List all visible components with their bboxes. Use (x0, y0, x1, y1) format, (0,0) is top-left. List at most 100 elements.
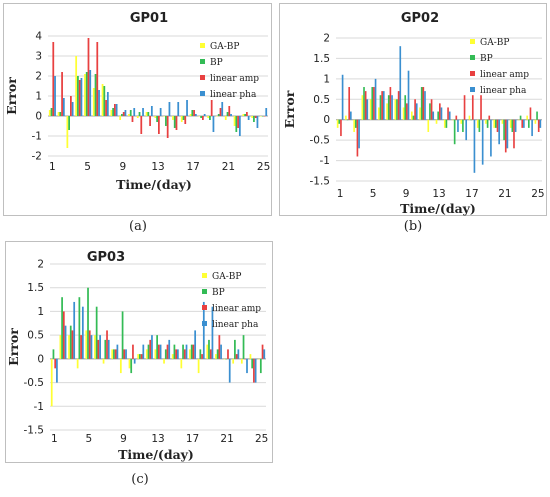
bar-linear-pha (124, 110, 127, 116)
bar-ga-bp (336, 119, 339, 128)
bar-linear-pha (211, 306, 214, 359)
bar-linear-amp (253, 358, 255, 383)
bar-bp (87, 287, 89, 359)
bar-ga-bp (128, 114, 130, 116)
bar-linear-pha (133, 358, 136, 364)
legend-label: GA-BP (210, 42, 239, 52)
legend-swatch (470, 71, 475, 76)
bar-bp (199, 349, 202, 359)
bar-bp (112, 108, 114, 116)
bar-linear-amp (209, 349, 212, 359)
bar-bp (147, 344, 150, 359)
bar-linear-amp (237, 116, 239, 128)
bar-linear-pha (457, 119, 459, 132)
bar-linear-pha (64, 325, 67, 359)
bar-linear-amp (158, 344, 160, 359)
bar-bp (503, 119, 505, 141)
bar-linear-amp (381, 91, 383, 120)
bar-linear-pha (263, 349, 266, 359)
bar-linear-amp (389, 87, 392, 120)
bar-linear-pha (498, 119, 500, 145)
bar-linear-pha (341, 74, 344, 120)
bar-ga-bp (427, 119, 430, 132)
bar-bp (429, 103, 431, 120)
bar-linear-amp (373, 87, 375, 120)
bar-bp (371, 87, 374, 120)
bar-linear-amp (529, 107, 532, 120)
bar-ga-bp (386, 103, 388, 120)
bar-linear-pha (246, 358, 248, 374)
bar-bp (156, 335, 158, 359)
bar-linear-amp (54, 358, 57, 369)
bar-ga-bp (258, 358, 260, 360)
bar-ga-bp (145, 112, 148, 116)
x-tick-label: 9 (403, 188, 410, 200)
bar-linear-amp (219, 108, 222, 116)
caption-c: (c) (131, 472, 149, 487)
bar-linear-amp (61, 72, 63, 116)
x-tick-label: 13 (151, 161, 164, 173)
y-axis-label: Error (6, 328, 21, 366)
bar-linear-amp (70, 96, 72, 116)
bar-ga-bp (215, 354, 217, 359)
legend-label: linear amp (212, 304, 261, 314)
bar-bp (259, 358, 262, 374)
bar-linear-amp (78, 80, 81, 116)
bar-linear-amp (480, 95, 482, 120)
y-tick-label: 2 (35, 71, 42, 83)
bar-linear-pha (142, 108, 144, 116)
bar-ga-bp (485, 119, 487, 124)
bar-linear-pha (256, 116, 259, 128)
bar-linear-pha (90, 335, 93, 359)
bar-bp (470, 119, 472, 121)
bar-ga-bp (84, 74, 86, 116)
bar-linear-amp (364, 91, 367, 120)
legend-swatch (202, 305, 207, 310)
bar-linear-pha (177, 102, 180, 116)
bar-linear-amp (406, 103, 408, 120)
bar-linear-amp (235, 354, 238, 359)
bar-linear-pha (424, 91, 426, 120)
y-tick-label: -1 (32, 131, 42, 143)
bar-bp (61, 297, 63, 359)
bar-linear-amp (71, 330, 74, 359)
bar-bp (209, 116, 211, 120)
bar-ga-bp (419, 107, 421, 120)
bar-ga-bp (128, 358, 131, 369)
bar-linear-amp (96, 42, 99, 116)
bar-linear-amp (193, 110, 195, 116)
bar-linear-pha (71, 102, 74, 116)
bar-linear-amp (397, 91, 400, 120)
y-tick-label: 0.5 (313, 94, 330, 106)
bar-bp (536, 111, 538, 120)
x-tick-label: 5 (370, 188, 377, 200)
x-tick-label: 1 (337, 188, 344, 200)
bar-linear-pha (151, 335, 153, 359)
legend-label: linear amp (480, 70, 529, 80)
y-axis-label: Error (4, 77, 19, 115)
bar-ga-bp (111, 349, 114, 359)
bar-ga-bp (163, 358, 165, 364)
bar-linear-pha (106, 92, 109, 116)
legend-swatch (202, 289, 207, 294)
chart-title: GP02 (401, 11, 439, 26)
bar-linear-pha (221, 102, 224, 116)
y-tick-label: 0 (35, 111, 42, 123)
bar-ga-bp (233, 116, 236, 126)
bar-linear-pha (490, 119, 492, 157)
legend-label: BP (210, 58, 223, 68)
x-tick-label: 21 (220, 433, 233, 445)
bar-linear-amp (62, 311, 65, 359)
bar-ga-bp (172, 116, 174, 120)
x-axis-label: Time/(day) (118, 447, 194, 462)
bar-linear-amp (166, 116, 169, 138)
bar-linear-pha (531, 119, 533, 137)
bar-bp (511, 119, 514, 132)
bar-bp (130, 358, 133, 374)
bar-linear-amp (537, 119, 540, 132)
bar-ga-bp (119, 358, 122, 374)
bar-ga-bp (361, 95, 364, 120)
bar-linear-pha (374, 78, 377, 120)
x-tick-label: 13 (432, 188, 445, 200)
y-tick-label: 1 (37, 306, 44, 318)
